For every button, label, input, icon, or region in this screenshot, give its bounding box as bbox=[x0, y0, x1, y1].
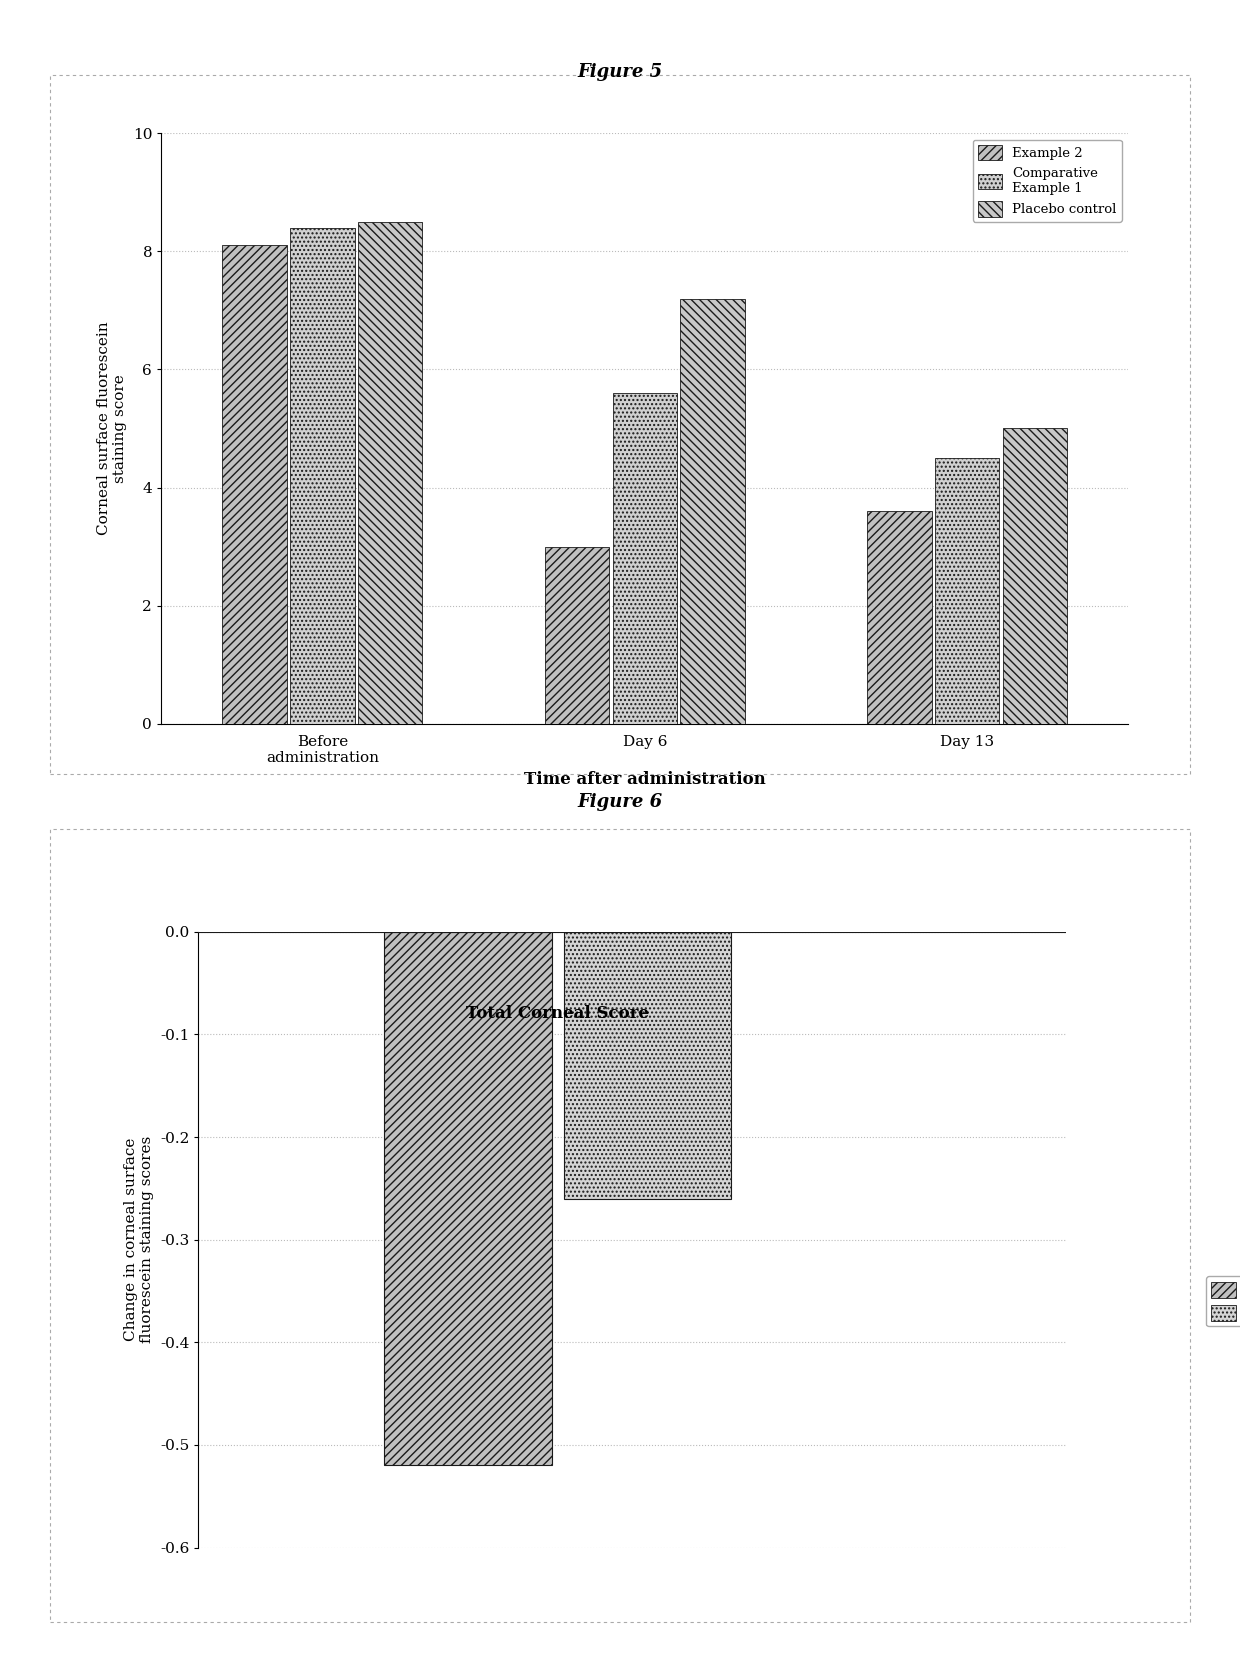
Bar bbox=[563, 932, 732, 1198]
Bar bbox=[613, 393, 677, 724]
Legend: Example 2, Comparative
Example 1, Placebo control: Example 2, Comparative Example 1, Placeb… bbox=[972, 140, 1122, 221]
Bar bbox=[290, 228, 355, 724]
X-axis label: Time after administration: Time after administration bbox=[525, 770, 765, 787]
Bar bbox=[935, 458, 999, 724]
Bar bbox=[222, 245, 286, 724]
Y-axis label: Change in corneal surface
fluorescein staining scores: Change in corneal surface fluorescein st… bbox=[124, 1137, 155, 1343]
Y-axis label: Corneal surface fluorescein
staining score: Corneal surface fluorescein staining sco… bbox=[97, 321, 128, 536]
Bar bbox=[681, 298, 745, 724]
Bar bbox=[867, 511, 931, 724]
Text: Total Corneal Score: Total Corneal Score bbox=[466, 1005, 649, 1022]
Bar bbox=[544, 547, 609, 724]
Text: Figure 5: Figure 5 bbox=[578, 63, 662, 80]
Legend: Example 2, Placebo control: Example 2, Placebo control bbox=[1205, 1276, 1240, 1326]
Bar bbox=[384, 932, 552, 1466]
Bar bbox=[1003, 428, 1068, 724]
Bar bbox=[358, 221, 423, 724]
Text: Figure 6: Figure 6 bbox=[578, 794, 662, 810]
